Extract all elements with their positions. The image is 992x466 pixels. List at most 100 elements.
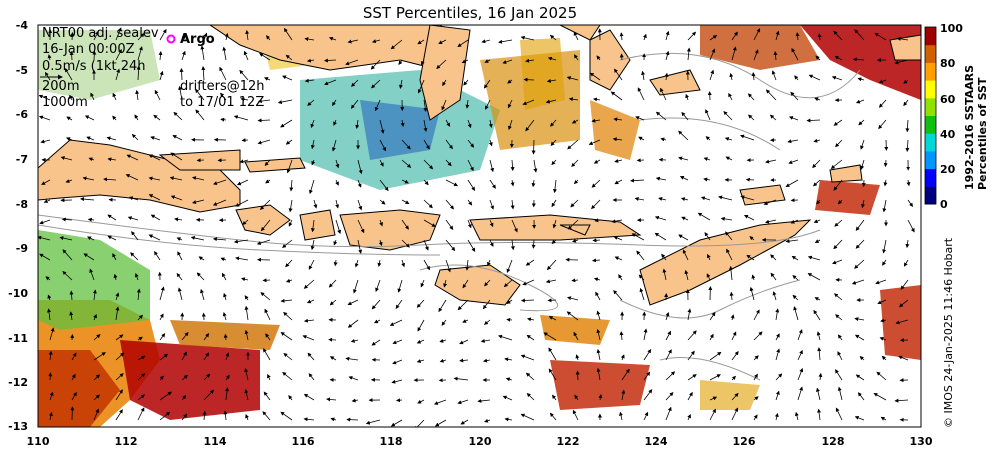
- current-vector: [245, 414, 249, 421]
- current-vector: [687, 330, 697, 341]
- current-vector: [877, 299, 887, 305]
- current-vector: [526, 334, 535, 341]
- current-vector: [302, 335, 315, 341]
- current-vector: [706, 273, 711, 281]
- current-vector: [263, 391, 271, 401]
- current-vector: [259, 53, 271, 61]
- current-vector: [236, 179, 249, 186]
- current-vector: [62, 249, 73, 261]
- current-vector: [200, 45, 205, 61]
- current-vector: [507, 99, 513, 109]
- current-vector: [775, 373, 783, 381]
- current-vector: [743, 215, 755, 221]
- current-vector: [335, 199, 340, 209]
- current-vector: [769, 114, 777, 121]
- current-vector: [682, 249, 689, 261]
- current-vector: [774, 412, 779, 421]
- current-vector: [379, 219, 383, 227]
- current-vector: [244, 329, 249, 341]
- current-vector: [525, 259, 535, 266]
- current-vector: [686, 47, 691, 61]
- current-vector: [224, 32, 229, 41]
- current-vector: [765, 89, 777, 101]
- current-vector: [392, 359, 403, 365]
- current-vector: [181, 331, 189, 341]
- current-vector: [813, 309, 821, 321]
- current-vector: [643, 389, 653, 401]
- current-vector: [445, 159, 452, 167]
- current-vector: [593, 159, 601, 164]
- current-vector: [235, 256, 249, 261]
- current-vector: [89, 268, 95, 281]
- current-vector: [775, 390, 780, 401]
- current-vector: [137, 394, 145, 401]
- product-label: NRT00 adj. sealev: [42, 26, 159, 41]
- current-vector: [619, 411, 623, 421]
- current-vector: [350, 338, 359, 343]
- current-vector: [795, 32, 800, 41]
- current-vector: [591, 179, 601, 188]
- current-vector: [220, 92, 227, 101]
- current-vector: [815, 55, 821, 61]
- current-vector: [445, 139, 453, 150]
- current-vector: [548, 316, 557, 321]
- current-vector: [71, 352, 77, 361]
- current-vector: [687, 31, 697, 41]
- current-vector: [177, 251, 183, 261]
- current-vector: [817, 347, 822, 361]
- current-vector: [574, 394, 579, 401]
- current-vector: [489, 179, 496, 189]
- colorbar-label-2: Percentiles of SST: [976, 77, 989, 190]
- current-vector: [611, 219, 623, 224]
- current-vector: [303, 279, 315, 289]
- current-vector: [807, 255, 821, 261]
- current-vector: [308, 373, 315, 381]
- current-vector: [592, 258, 601, 263]
- current-vector: [93, 30, 99, 41]
- current-vector: [546, 259, 557, 271]
- current-vector: [459, 358, 469, 363]
- current-vector: [203, 352, 209, 361]
- current-vector: [571, 159, 579, 167]
- current-vector: [665, 371, 676, 381]
- current-vector: [48, 411, 53, 421]
- current-vector: [589, 72, 601, 81]
- current-vector: [855, 374, 865, 381]
- current-vector: [814, 239, 821, 244]
- current-vector: [507, 79, 513, 84]
- current-vector: [136, 288, 141, 301]
- current-vector: [43, 199, 51, 203]
- current-vector: [243, 50, 249, 61]
- drifters-label: drifters@12h: [180, 79, 265, 94]
- contour-200-label: 200m: [42, 79, 80, 94]
- current-vector: [903, 259, 909, 267]
- current-vector: [223, 410, 228, 421]
- lon-tick: 118: [380, 435, 403, 448]
- current-vector: [788, 116, 799, 121]
- current-vector: [665, 30, 670, 41]
- current-vector: [678, 234, 689, 241]
- current-vector: [445, 239, 456, 252]
- current-vector: [613, 236, 623, 241]
- current-vector: [833, 293, 843, 301]
- current-vector: [707, 253, 711, 261]
- current-vector: [371, 299, 381, 310]
- current-vector: [522, 99, 535, 106]
- current-vector: [709, 351, 722, 361]
- current-vector: [658, 197, 667, 201]
- current-vector: [506, 299, 513, 304]
- current-vector: [833, 239, 843, 250]
- current-vector: [680, 197, 689, 202]
- current-vector: [436, 59, 447, 69]
- current-vector: [328, 279, 337, 288]
- current-vector: [687, 308, 692, 321]
- current-vector: [630, 178, 645, 183]
- current-vector: [618, 274, 623, 281]
- current-vector: [306, 58, 315, 63]
- current-vector: [441, 99, 447, 111]
- current-vector: [857, 392, 865, 401]
- current-vector: [797, 367, 804, 381]
- current-vector: [47, 54, 52, 61]
- current-vector: [416, 339, 425, 344]
- current-vector: [285, 54, 293, 61]
